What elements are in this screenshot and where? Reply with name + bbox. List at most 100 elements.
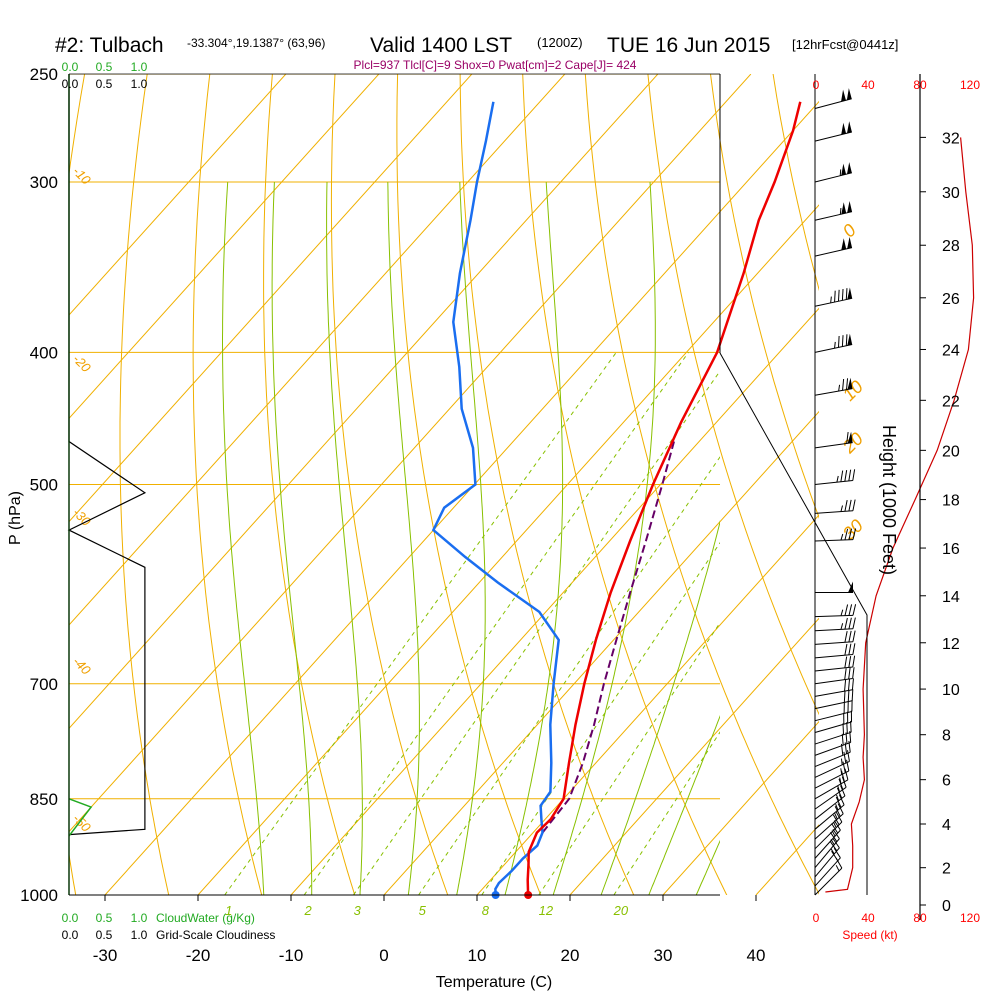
mixing-ratio-label: 5 [419, 903, 427, 918]
wind-barb-feather [844, 679, 847, 692]
height-tick-label: 18 [942, 493, 960, 510]
dry-adiabat-line [831, 50, 1000, 924]
mixing-ratio-line [481, 541, 720, 895]
mixing-ratio-line [613, 731, 720, 895]
wind-barb-staff [814, 247, 853, 257]
height-tick-label: 30 [942, 185, 960, 202]
wind-barb-half-feather [840, 758, 843, 765]
x-tick-label: -30 [93, 946, 118, 965]
wind-barb [814, 499, 856, 514]
cloudwater-line [68, 798, 93, 837]
moist-adiabat-line [695, 839, 720, 895]
wind-barb-staff [814, 731, 852, 745]
cloudwater-tick-top: 0.5 [96, 60, 113, 74]
dry-adiabat-line [0, 50, 27, 924]
pressure-tick-label: 1000 [20, 886, 58, 905]
height-tick-label: 10 [942, 682, 960, 699]
wind-barb-feather [844, 668, 847, 680]
cloudwater-label: CloudWater (g/Kg) [156, 911, 255, 925]
wind-barb [814, 720, 852, 745]
wind-barb-feather [844, 500, 848, 512]
wind-barb-feather [844, 656, 848, 668]
wind-barb [814, 803, 844, 840]
wind-barb [814, 121, 852, 142]
isotherm-line [383, 410, 819, 895]
mixing-ratio-line [303, 352, 689, 895]
wind-barb-feather [852, 528, 857, 540]
pressure-tick-label: 400 [30, 343, 58, 362]
height-tick-label: 32 [942, 130, 960, 147]
wind-barb-feather [844, 470, 848, 482]
wind-barb-half-feather [834, 813, 838, 820]
height-tick-label: 14 [942, 589, 960, 606]
wind-barb-feather [851, 689, 854, 701]
wind-barb-staff [814, 804, 845, 830]
wind-barb-feather [848, 643, 852, 655]
wind-barb [814, 469, 856, 486]
wind-barb-pennant [847, 236, 853, 249]
cloudwater-tick-bottom: 0.0 [62, 911, 79, 925]
mixing-ratio-label: 1 [225, 903, 232, 918]
wind-barb [815, 581, 853, 593]
dry-adiabat-line [192, 74, 263, 895]
wind-barb [814, 604, 857, 618]
wind-barb-half-feather [834, 341, 836, 349]
wind-barb-half-feather [832, 821, 837, 828]
height-tick-label: 24 [942, 342, 960, 359]
x-tick-label: 10 [468, 946, 487, 965]
moist-adiabat-line [456, 181, 486, 895]
wind-barb-feather [846, 759, 850, 772]
cloudiness-tick-bottom: 0.5 [96, 928, 113, 942]
temperature-trace [526, 101, 802, 896]
wind-barb-feather [844, 768, 849, 780]
wind-barb-feather [842, 723, 845, 735]
cloudiness-tick-top: 1.0 [131, 77, 148, 91]
speed-tick-bottom: 40 [861, 911, 875, 925]
wind-barb-feather [840, 470, 844, 482]
mixing-ratio-label: 2 [303, 903, 312, 918]
dry-adiabat-line [459, 74, 635, 895]
wind-barb-staff [814, 654, 853, 659]
wind-barb [814, 287, 853, 307]
wind-barb-feather [841, 288, 844, 301]
wind-barb-feather [848, 604, 853, 616]
isotherm-label: -10 [70, 164, 94, 188]
wind-barb-pennant [847, 162, 852, 175]
wind-barb-feather [847, 679, 851, 691]
cloudwater-tick-top: 1.0 [131, 60, 148, 74]
x-tick-label: 30 [654, 946, 673, 965]
wind-barb-feather [833, 847, 841, 859]
dry-adiabat-grid [0, 50, 1000, 924]
isotherm-label: 0 [839, 220, 860, 241]
dry-adiabat-line [263, 74, 356, 895]
pressure-tick-label: 700 [30, 675, 58, 694]
wind-barb-staff [814, 721, 852, 733]
moist-adiabat-line [326, 181, 363, 895]
isotherm-label: -40 [70, 654, 94, 678]
wind-barb-staff [814, 211, 853, 221]
wind-barb-staff [814, 770, 850, 789]
wind-barb-feather [842, 761, 846, 773]
wind-barb-feather [844, 528, 849, 541]
wind-barb-feather [847, 750, 850, 762]
cloudiness-label: Grid-Scale Cloudiness [156, 928, 275, 942]
cloudwater-tick-top: 0.0 [62, 60, 79, 74]
wind-barb [814, 710, 853, 733]
height-tick-label: 2 [942, 861, 951, 878]
height-tick-label: 28 [942, 238, 960, 255]
wind-barb-feather [845, 334, 848, 346]
wind-barb-pennant [841, 89, 846, 102]
mixing-ratio-line [353, 370, 720, 895]
wind-barb [814, 794, 845, 830]
wind-barb-feather [845, 288, 848, 300]
wind-barb [814, 630, 856, 645]
wind-barb-pennant [841, 163, 847, 176]
wind-barb-feather [840, 785, 846, 797]
forecast-info: [12hrFcst@0441z] [792, 37, 898, 52]
wind-barb-feather [846, 378, 849, 390]
speed-tick-bottom: 80 [913, 911, 927, 925]
wind-barb-staff [814, 857, 841, 887]
x-tick-label: 40 [747, 946, 766, 965]
wind-barb [814, 689, 854, 710]
wind-barb-feather [846, 722, 848, 734]
